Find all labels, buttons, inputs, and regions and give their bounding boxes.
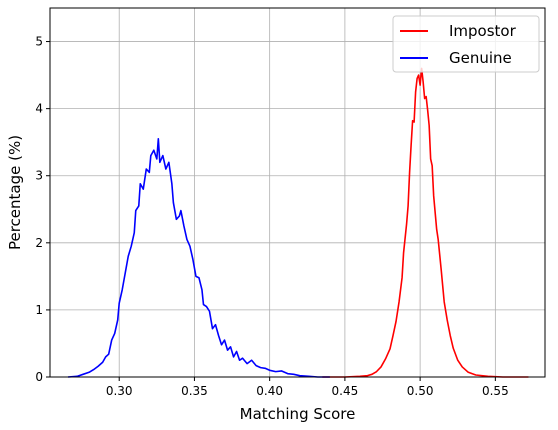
x-tick-label: 0.30 xyxy=(106,384,133,398)
legend-label-impostor: Impostor xyxy=(449,22,517,40)
legend: Impostor Genuine xyxy=(392,15,540,73)
y-tick-label: 3 xyxy=(35,169,43,183)
y-tick-label: 0 xyxy=(35,370,43,384)
legend-box xyxy=(392,15,540,73)
x-tick-label: 0.50 xyxy=(407,384,434,398)
y-tick-label: 4 xyxy=(35,102,43,116)
x-tick-label: 0.35 xyxy=(181,384,208,398)
y-tick-label: 1 xyxy=(35,303,43,317)
y-axis-label: Percentage (%) xyxy=(6,135,24,250)
x-tick-label: 0.45 xyxy=(332,384,359,398)
x-axis-label: Matching Score xyxy=(240,405,356,423)
legend-label-genuine: Genuine xyxy=(449,49,512,67)
y-tick-label: 2 xyxy=(35,236,43,250)
x-tick-label: 0.40 xyxy=(256,384,283,398)
series-line-impostor xyxy=(322,67,529,378)
y-axis-ticks: 0 1 2 3 4 5 xyxy=(35,35,50,384)
series-line-genuine xyxy=(67,138,330,378)
plot-frame xyxy=(49,7,546,378)
x-tick-label: 0.55 xyxy=(482,384,509,398)
x-axis-ticks: 0.30 0.35 0.40 0.45 0.50 0.55 xyxy=(106,377,509,398)
y-tick-label: 5 xyxy=(35,35,43,49)
series-layer xyxy=(67,67,529,378)
